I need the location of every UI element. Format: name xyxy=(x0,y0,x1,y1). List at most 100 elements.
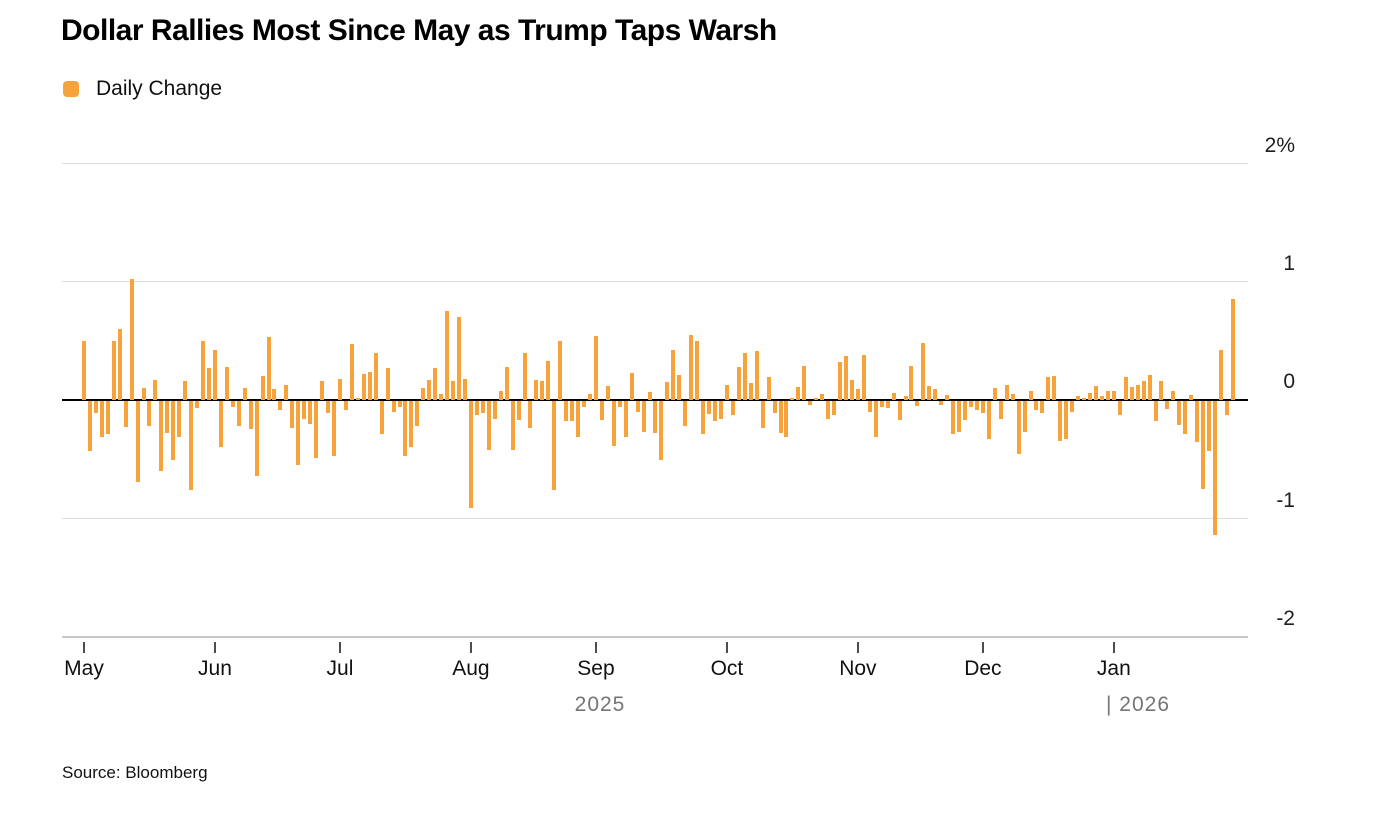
bar xyxy=(332,401,337,456)
bar xyxy=(921,343,926,400)
bar xyxy=(1201,401,1206,489)
bar xyxy=(361,373,366,400)
bar xyxy=(266,337,271,400)
x-tick-label-jan: Jan xyxy=(1096,657,1131,680)
bar xyxy=(1213,401,1218,535)
bar xyxy=(1171,390,1176,400)
bar xyxy=(433,368,438,400)
bar xyxy=(1224,401,1229,416)
x-tick-nov xyxy=(856,642,859,653)
bar xyxy=(909,365,914,400)
bar xyxy=(629,372,634,400)
y-tick-label-1: 1 xyxy=(1283,252,1295,275)
bar xyxy=(1058,401,1063,442)
bar xyxy=(159,401,164,471)
bar xyxy=(1016,401,1021,455)
x-tick-label-nov: Nov xyxy=(839,657,877,680)
bar xyxy=(849,379,854,400)
bar xyxy=(1064,401,1069,439)
x-tick-jul xyxy=(338,642,341,653)
bar xyxy=(814,397,819,400)
bar xyxy=(867,401,872,412)
bar xyxy=(576,401,581,437)
bar xyxy=(486,401,491,450)
bar xyxy=(284,384,289,400)
bar xyxy=(1153,401,1158,422)
bar xyxy=(855,389,860,400)
bar xyxy=(915,401,920,406)
bar xyxy=(927,385,932,400)
bar xyxy=(974,401,979,411)
bar xyxy=(736,366,741,400)
bar xyxy=(891,392,896,400)
bar xyxy=(707,401,712,415)
bar xyxy=(742,352,747,400)
bar xyxy=(141,388,146,400)
bar xyxy=(177,401,182,437)
legend-label: Daily Change xyxy=(96,77,223,100)
legend-swatch-icon xyxy=(63,81,79,97)
x-tick-sep xyxy=(594,642,597,653)
bar xyxy=(391,401,396,412)
x-tick-label-jul: Jul xyxy=(326,657,354,680)
bar xyxy=(87,401,92,451)
x-tick-label-dec: Dec xyxy=(964,657,1002,680)
bar xyxy=(724,384,729,400)
bar xyxy=(99,401,104,437)
bar xyxy=(165,401,170,433)
bar xyxy=(1076,396,1081,400)
bar xyxy=(980,401,985,413)
bar xyxy=(1135,384,1140,400)
bar xyxy=(1141,381,1146,400)
bar xyxy=(224,366,229,400)
bar xyxy=(379,401,384,435)
bar xyxy=(207,368,211,400)
bar xyxy=(671,350,676,400)
bar xyxy=(861,354,866,400)
x-tick-oct xyxy=(725,642,728,653)
gridline-2pct xyxy=(62,163,1248,164)
bar xyxy=(1219,350,1224,400)
x-tick-label-sep: Sep xyxy=(577,657,615,680)
bar xyxy=(718,401,723,419)
plot-area: May Jun Jul Aug Sep Oct Nov Dec Jan 2025 | 2026 xyxy=(62,163,1248,716)
bar xyxy=(320,381,325,400)
bar xyxy=(510,401,515,450)
y-tick-label-neg1: -1 xyxy=(1276,489,1295,512)
bar xyxy=(695,340,700,400)
source-note: Source: Bloomberg xyxy=(62,763,208,782)
x-tick-label-aug: Aug xyxy=(452,657,490,680)
bar xyxy=(534,379,539,400)
bar xyxy=(885,401,890,409)
bar xyxy=(933,389,938,400)
bar xyxy=(474,401,479,416)
bar xyxy=(468,401,473,508)
bar xyxy=(427,379,432,400)
x-axis-line xyxy=(62,636,1248,638)
bar xyxy=(832,401,837,416)
bar xyxy=(593,336,598,400)
bar xyxy=(945,395,950,400)
bar xyxy=(480,401,485,413)
bar xyxy=(665,382,670,400)
bar xyxy=(439,394,444,400)
bar xyxy=(605,385,610,400)
bar xyxy=(939,401,944,405)
bar xyxy=(1028,390,1033,400)
bar xyxy=(195,401,200,409)
bar xyxy=(290,401,295,429)
bar xyxy=(93,401,98,413)
bar xyxy=(826,401,831,419)
bar xyxy=(1046,377,1051,400)
bar xyxy=(701,401,706,435)
bar xyxy=(302,401,307,419)
bar xyxy=(457,317,462,400)
bar xyxy=(689,334,694,400)
bar xyxy=(129,279,134,400)
bar xyxy=(242,388,247,400)
bar xyxy=(308,401,313,424)
gridline-neg1pct xyxy=(62,518,1248,519)
bar xyxy=(617,401,622,407)
bar xyxy=(272,389,277,400)
bar xyxy=(337,378,342,400)
